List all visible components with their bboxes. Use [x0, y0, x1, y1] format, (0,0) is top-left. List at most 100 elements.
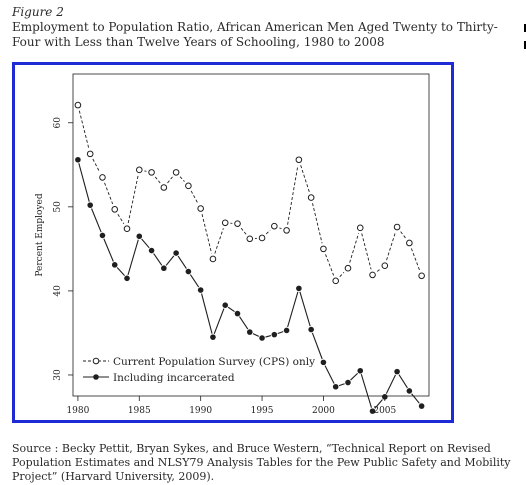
cps-point	[295, 156, 303, 164]
incarcerated-line-segment	[127, 239, 139, 275]
incarcerated-point	[382, 394, 388, 400]
incarcerated-point	[271, 331, 278, 338]
incarcerated-line-segment	[91, 208, 102, 233]
cps-point	[99, 174, 106, 181]
incarcerated-line-segment	[189, 274, 200, 288]
cps-point	[135, 166, 143, 174]
y-axis: 30 40 50 60	[53, 117, 73, 381]
x-tick-label: 1985	[128, 406, 151, 416]
chart-plot: 30 40 50 60 1980 1985 1990 1995 2000 2005 Percen…	[35, 73, 430, 416]
x-axis: 1980 1985 1990 1995 2000 2005	[66, 396, 397, 416]
incarcerated-point	[210, 334, 216, 340]
source-note: Source : Becky Pettit, Bryan Sykes, and …	[12, 442, 511, 483]
right-edge-mark	[524, 41, 526, 49]
cps-point	[271, 222, 278, 230]
x-tick-label: 1980	[66, 406, 89, 416]
incarcerated-point	[173, 250, 179, 256]
y-tick-label: 60	[53, 117, 63, 129]
cps-point	[332, 277, 340, 285]
cps-line-segment	[127, 175, 139, 224]
cps-line-segment	[92, 158, 101, 173]
incarcerated-point	[320, 359, 327, 366]
incarcerated-point	[124, 275, 130, 282]
incarcerated-line-segment	[287, 291, 299, 328]
incarcerated-line-segment	[398, 374, 408, 389]
cps-line-segment	[179, 176, 185, 182]
cps-point	[307, 194, 315, 201]
incarcerated-line-segment	[350, 372, 359, 381]
cps-line-segment	[117, 214, 125, 225]
cps-point	[209, 255, 217, 263]
incarcerated-line-segment	[411, 393, 420, 404]
cps-line-segment	[300, 165, 310, 193]
legend-incarcerated-marker	[93, 374, 99, 380]
incarcerated-point	[345, 379, 351, 386]
cps-point	[221, 219, 229, 227]
cps-line-segment	[312, 203, 323, 244]
right-edge-mark	[524, 24, 526, 32]
cps-line-segment	[400, 231, 407, 239]
series-group	[74, 101, 425, 414]
cps-line-segment	[104, 182, 114, 205]
cps-point	[344, 264, 352, 272]
incarcerated-line-segment	[265, 335, 271, 338]
incarcerated-line-segment	[141, 238, 150, 249]
cps-line-segment	[214, 228, 224, 254]
cps-line-segment	[361, 233, 372, 270]
cps-point	[406, 239, 413, 247]
y-tick-label: 50	[53, 201, 63, 213]
legend-cps-marker	[92, 357, 100, 365]
incarcerated-line-segment	[324, 365, 335, 384]
cps-line-segment	[240, 227, 247, 235]
cps-point	[172, 169, 180, 176]
incarcerated-line-segment	[213, 308, 225, 334]
cps-point	[86, 150, 94, 158]
plot-area-border	[72, 73, 430, 397]
incarcerated-line-segment	[165, 255, 175, 266]
cps-line-segment	[349, 233, 359, 263]
cps-point	[160, 184, 168, 191]
incarcerated-point	[332, 383, 339, 390]
incarcerated-point	[246, 329, 253, 335]
incarcerated-point	[99, 232, 106, 239]
cps-point	[234, 220, 241, 227]
cps-line-segment	[376, 268, 381, 272]
incarcerated-point	[296, 285, 302, 292]
cps-point	[381, 262, 389, 269]
incarcerated-line-segment	[227, 306, 235, 313]
incarcerated-point	[75, 156, 81, 163]
cps-point	[185, 182, 192, 190]
cps-line-segment	[287, 165, 299, 225]
incarcerated-point	[111, 262, 118, 268]
legend-incarcerated-label: Including incarcerated	[113, 372, 235, 384]
incarcerated-line-segment	[153, 253, 163, 266]
incarcerated-line-segment	[239, 316, 249, 330]
cps-point	[148, 169, 155, 176]
incarcerated-point	[259, 335, 265, 341]
incarcerated-line-segment	[299, 291, 311, 327]
figure-title: Employment to Population Ratio, African …	[12, 20, 498, 49]
cps-point	[111, 206, 119, 213]
incarcerated-line-segment	[201, 293, 213, 334]
incarcerated-line-segment	[78, 163, 90, 202]
cps-point	[320, 245, 327, 253]
cps-line-segment	[325, 254, 335, 276]
x-tick-label: 2000	[312, 406, 335, 416]
cps-line-segment	[154, 176, 161, 184]
cps-line-segment	[265, 229, 271, 235]
incarcerated-point	[234, 310, 241, 317]
incarcerated-point	[418, 403, 425, 409]
incarcerated-point	[136, 233, 143, 240]
chart-frame: 30 40 50 60 1980 1985 1990 1995 2000 2005 Percen…	[12, 62, 454, 423]
incarcerated-line-segment	[311, 332, 323, 360]
cps-point	[283, 227, 290, 234]
incarcerated-line-segment	[116, 267, 125, 277]
incarcerated-line-segment	[103, 238, 114, 262]
cps-point	[258, 234, 266, 242]
incarcerated-line-segment	[252, 333, 260, 337]
incarcerated-point	[357, 367, 364, 374]
cps-point	[393, 223, 401, 231]
cps-line-segment	[167, 176, 173, 184]
y-tick-label: 40	[53, 285, 63, 297]
x-tick-label: 1995	[251, 406, 274, 416]
